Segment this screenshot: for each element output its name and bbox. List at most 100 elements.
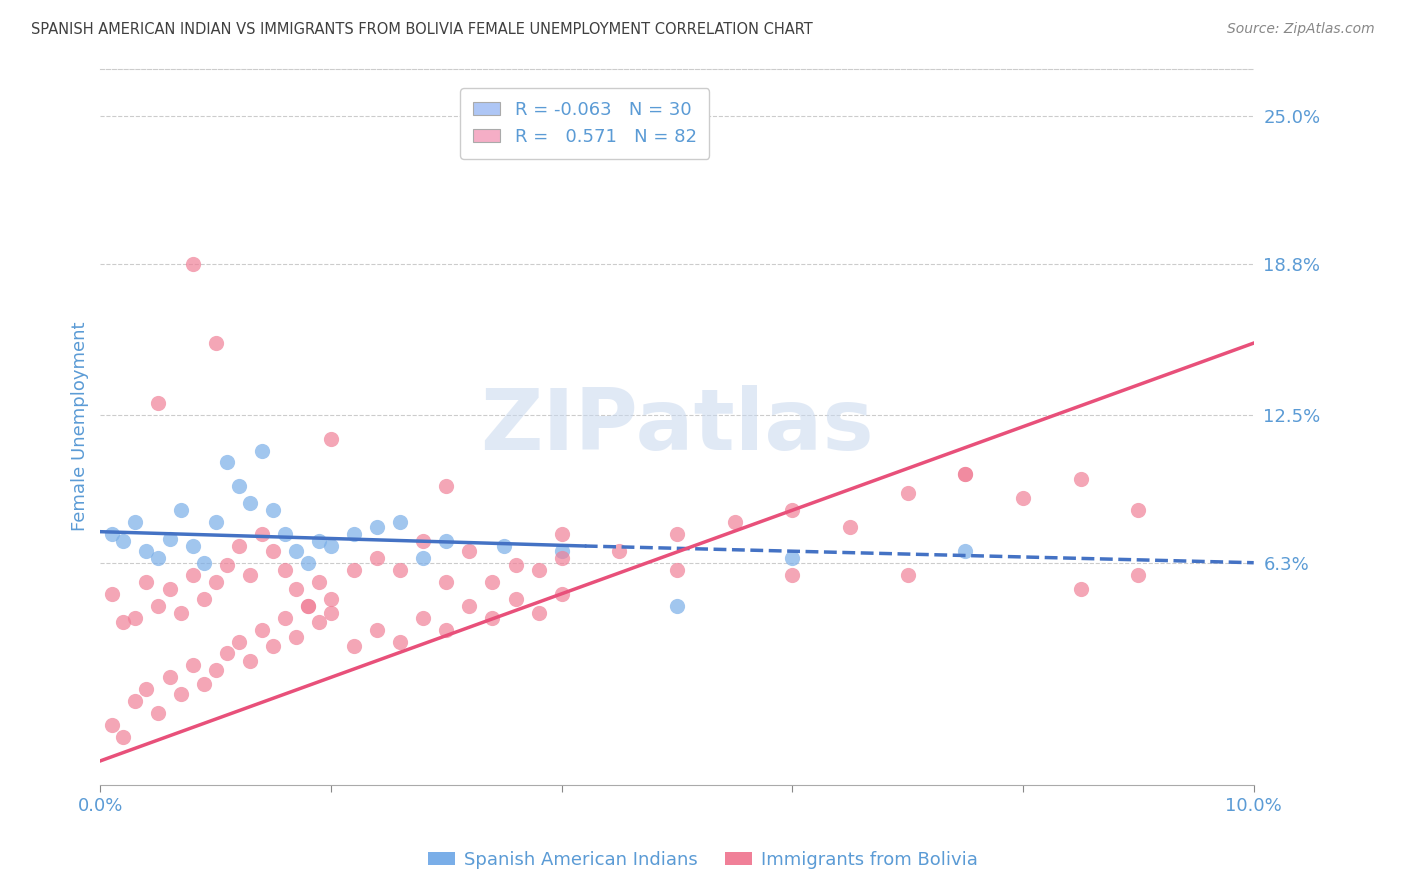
Point [181,658,204,673]
Point [204,336,226,351]
Point [181,257,204,271]
Point [170,606,193,620]
Point [297,599,319,613]
Point [308,574,330,589]
Point [434,574,457,589]
Point [897,567,920,582]
Point [1012,491,1035,506]
Point [412,610,434,624]
Point [181,539,204,553]
Point [782,567,804,582]
Point [262,543,284,558]
Point [146,396,169,410]
Point [319,432,342,446]
Legend: Spanish American Indians, Immigrants from Bolivia: Spanish American Indians, Immigrants fro… [420,844,986,876]
Point [146,599,169,613]
Point [505,558,527,573]
Point [609,543,631,558]
Point [551,551,574,566]
Point [193,677,215,691]
Point [481,574,503,589]
Point [319,591,342,606]
Point [193,556,215,570]
Point [319,539,342,553]
Point [297,556,319,570]
Point [1070,472,1092,486]
Point [124,694,146,708]
Point [308,534,330,549]
Point [551,543,574,558]
Point [527,563,550,577]
Point [239,567,262,582]
Point [782,503,804,517]
Point [217,455,239,469]
Point [724,515,747,529]
Point [527,606,550,620]
Point [1070,582,1092,596]
Point [274,610,297,624]
Point [551,527,574,541]
Point [159,582,181,596]
Legend: R = -0.063   N = 30, R =   0.571   N = 82: R = -0.063 N = 30, R = 0.571 N = 82 [460,88,709,159]
Point [434,623,457,637]
Y-axis label: Female Unemployment: Female Unemployment [72,322,89,532]
Point [112,534,135,549]
Point [239,654,262,668]
Point [181,567,204,582]
Point [285,630,308,644]
Point [101,718,124,732]
Point [146,706,169,720]
Point [204,663,226,677]
Point [262,640,284,654]
Point [159,532,181,546]
Point [343,527,366,541]
Point [458,543,481,558]
Point [101,527,124,541]
Point [412,551,434,566]
Point [228,479,250,493]
Point [297,599,319,613]
Point [250,623,273,637]
Point [217,558,239,573]
Point [124,610,146,624]
Text: ZIPatlas: ZIPatlas [481,385,875,468]
Point [955,467,977,482]
Point [434,534,457,549]
Point [1128,567,1150,582]
Text: SPANISH AMERICAN INDIAN VS IMMIGRANTS FROM BOLIVIA FEMALE UNEMPLOYMENT CORRELATI: SPANISH AMERICAN INDIAN VS IMMIGRANTS FR… [31,22,813,37]
Point [343,640,366,654]
Point [101,587,124,601]
Point [897,486,920,500]
Point [228,539,250,553]
Point [239,496,262,510]
Point [193,591,215,606]
Point [955,467,977,482]
Point [366,520,388,534]
Point [217,647,239,661]
Point [285,543,308,558]
Point [458,599,481,613]
Point [366,623,388,637]
Point [343,563,366,577]
Point [204,515,226,529]
Point [551,587,574,601]
Point [412,534,434,549]
Point [135,574,157,589]
Point [228,634,250,648]
Point [666,563,689,577]
Point [389,634,412,648]
Point [159,670,181,684]
Point [308,615,330,630]
Point [274,527,297,541]
Point [366,551,388,566]
Point [434,479,457,493]
Point [262,503,284,517]
Point [146,551,169,566]
Point [170,687,193,701]
Point [955,543,977,558]
Point [492,539,515,553]
Point [135,543,157,558]
Point [285,582,308,596]
Text: Source: ZipAtlas.com: Source: ZipAtlas.com [1227,22,1375,37]
Point [250,527,273,541]
